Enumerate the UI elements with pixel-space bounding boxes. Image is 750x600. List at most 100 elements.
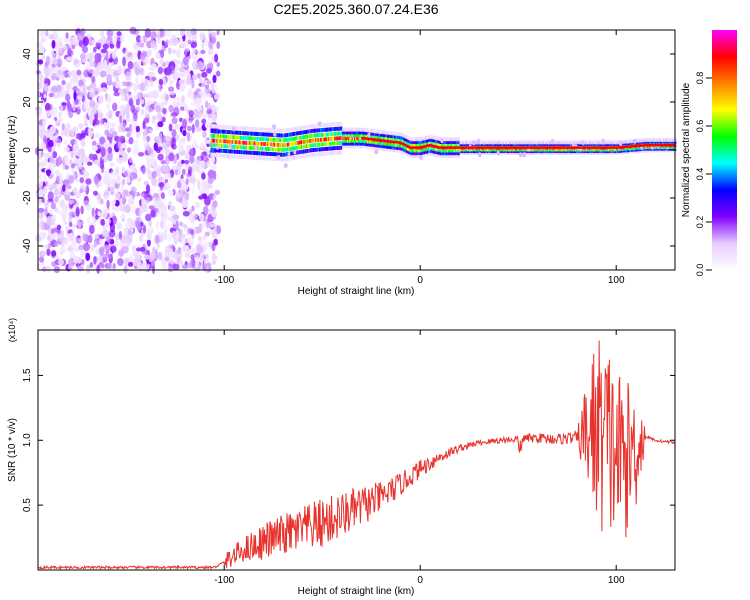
ridge-cell xyxy=(456,142,458,147)
ridge-cell xyxy=(236,135,238,140)
ridge-cell xyxy=(383,135,385,140)
ridge-cell xyxy=(288,128,290,132)
ridge-cell xyxy=(324,132,326,137)
ridge-cell xyxy=(251,155,253,160)
noise-speckle xyxy=(87,127,92,137)
ridge-cell xyxy=(616,140,618,145)
ridge-cell xyxy=(219,148,222,153)
ridge-cell xyxy=(508,140,510,145)
ridge-cell xyxy=(385,147,387,152)
ridge-cell xyxy=(263,132,265,137)
ridge-cell xyxy=(321,147,323,152)
ridge-cell xyxy=(441,142,443,147)
ridge-cell xyxy=(366,139,369,144)
ridge-cell xyxy=(298,140,300,145)
noise-speckle xyxy=(106,199,110,209)
ridge-cell xyxy=(275,152,277,157)
ridge-cell xyxy=(277,152,279,157)
noise-speckle xyxy=(175,48,181,59)
ridge-cell xyxy=(364,130,366,135)
ridge-cell xyxy=(363,130,365,135)
noise-speckle xyxy=(44,202,50,208)
ridge-cell xyxy=(236,140,238,145)
noise-speckle xyxy=(78,100,82,108)
noise-speckle xyxy=(201,71,208,78)
ridge-cell xyxy=(245,150,248,155)
ridge-cell xyxy=(237,140,239,145)
noise-speckle xyxy=(139,68,145,76)
ridge-cell xyxy=(334,146,336,151)
noise-speckle xyxy=(168,200,172,207)
ridge-cell xyxy=(274,152,276,157)
ridge-cell xyxy=(297,140,299,145)
ridge-cell xyxy=(234,140,236,145)
noise-speckle xyxy=(72,102,76,112)
noise-speckle xyxy=(201,80,206,89)
ridge-cell xyxy=(234,130,236,135)
ridge-cell xyxy=(425,135,427,140)
ridge-cell xyxy=(244,131,246,136)
noise-speckle xyxy=(38,188,44,198)
noise-speckle xyxy=(204,231,210,237)
noise-speckle xyxy=(146,135,151,142)
noise-speckle xyxy=(51,58,59,65)
ridge-cell xyxy=(321,128,323,133)
ridge-cell xyxy=(364,142,366,146)
noise-speckle xyxy=(98,253,103,263)
noise-speckle xyxy=(167,248,174,254)
ridge-cell xyxy=(297,155,299,160)
ridge-cell xyxy=(222,144,224,148)
ridge-cell xyxy=(412,140,415,144)
ridge-cell xyxy=(352,133,355,138)
ridge-cell xyxy=(223,153,225,158)
ridge-cell xyxy=(379,146,382,151)
ridge-cell xyxy=(255,155,257,160)
noise-speckle xyxy=(69,36,74,46)
ridge-cell xyxy=(215,129,217,134)
noise-speckle xyxy=(77,153,84,158)
ridge-cell xyxy=(441,151,443,156)
ridge-cell xyxy=(390,145,392,150)
ridge-cell xyxy=(413,148,416,153)
ridge-cell xyxy=(292,146,295,151)
ridge-cell xyxy=(335,136,337,141)
snr-series xyxy=(37,340,675,571)
noise-speckle xyxy=(184,252,191,258)
ridge-cell xyxy=(401,146,403,151)
ridge-cell xyxy=(355,130,357,135)
ridge-cell xyxy=(339,141,342,145)
ridge-speckle xyxy=(476,138,481,144)
ridge-cell xyxy=(346,136,349,140)
noise-speckle xyxy=(93,241,97,248)
ridge-cell xyxy=(395,145,397,150)
ridge-cell xyxy=(282,152,284,157)
ridge-cell xyxy=(223,134,225,139)
ridge-cell xyxy=(411,140,413,144)
ridge-cell xyxy=(590,140,592,145)
ridge-cell xyxy=(252,131,255,136)
ridge-cell xyxy=(244,145,246,150)
noise-speckle xyxy=(79,85,84,94)
ridge-cell xyxy=(613,140,616,145)
ridge-cell xyxy=(262,141,264,146)
ridge-cell xyxy=(326,151,329,156)
ridge-cell xyxy=(408,147,410,152)
ridge-cell xyxy=(296,150,298,155)
ridge-cell xyxy=(605,140,607,145)
noise-speckle xyxy=(211,56,215,62)
ridge-cell xyxy=(311,138,313,143)
noise-speckle xyxy=(101,209,108,219)
ridge-cell xyxy=(565,140,567,145)
noise-speckle xyxy=(126,177,131,183)
ridge-cell xyxy=(252,141,255,146)
ridge-cell xyxy=(348,133,350,138)
noise-speckle xyxy=(110,245,117,253)
noise-speckle xyxy=(36,262,41,269)
ridge-cell xyxy=(251,131,253,136)
ridge-cell xyxy=(252,146,255,151)
ridge-cell xyxy=(239,140,242,145)
ridge-cell xyxy=(376,132,378,137)
ridge-cell xyxy=(258,136,260,141)
ridge-cell xyxy=(378,146,380,151)
y-tick-label: 1.5 xyxy=(22,368,33,382)
